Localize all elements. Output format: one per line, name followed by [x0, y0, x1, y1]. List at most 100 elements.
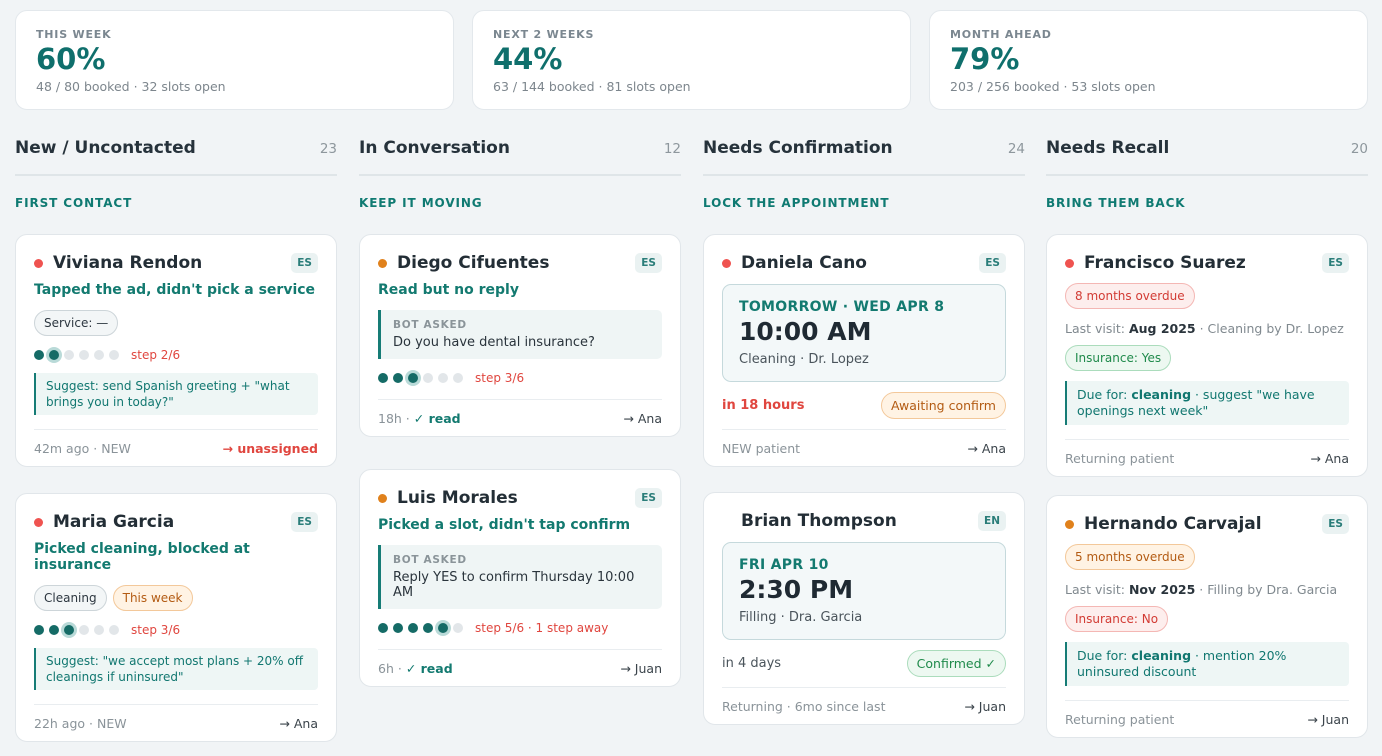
column-count: 23 [319, 141, 337, 157]
column-in-conversation: In Conversation 12 KEEP IT MOVING Diego … [359, 138, 681, 748]
suggestion: Suggest: send Spanish greeting + "what b… [34, 373, 318, 415]
due-service: cleaning [1131, 387, 1192, 402]
column-divider [359, 174, 681, 176]
card-footer: 22h ago · NEW → Ana [34, 704, 318, 741]
column-subtitle: KEEP IT MOVING [359, 196, 483, 210]
bot-question: Reply YES to confirm Thursday 10:00 AM [393, 570, 635, 600]
column-count: 12 [663, 141, 681, 157]
card-meta: Returning patient [1065, 711, 1175, 727]
last-visit-label: Last visit: [1065, 321, 1125, 336]
stat-label: THIS WEEK [36, 28, 112, 41]
step-dot [393, 373, 403, 383]
status-badge: Awaiting confirm [880, 392, 1006, 419]
column-header: Needs Recall 20 [1046, 138, 1368, 164]
step-dot [49, 625, 59, 635]
language-badge: ES [635, 253, 662, 273]
step-dot [79, 625, 89, 635]
assignee-link[interactable]: → Juan [1307, 711, 1349, 727]
column-count: 24 [1007, 141, 1025, 157]
step-dot [438, 373, 448, 383]
assignee-link[interactable]: → Ana [623, 410, 662, 426]
step-dot [64, 350, 74, 360]
priority-dot [722, 258, 731, 268]
due-detail: · suggest "we have openings next week" [1077, 387, 1315, 418]
due-label: Due for: [1077, 387, 1128, 402]
last-visit-detail: · Cleaning by Dr. Lopez [1195, 321, 1344, 336]
assignee-link[interactable]: → Ana [279, 715, 318, 731]
overdue-pill: 5 months overdue [1065, 544, 1195, 570]
step-progress: step 2/6 [34, 348, 318, 362]
language-badge: ES [1322, 514, 1349, 534]
appointment-box: FRI APR 10 2:30 PM Filling · Dra. Garcia [722, 542, 1006, 640]
assignee-link[interactable]: → unassigned [222, 440, 319, 456]
lead-card[interactable]: Francisco Suarez ES 8 months overdue Las… [1046, 234, 1368, 477]
lead-headline: Read but no reply [378, 282, 519, 298]
lead-card[interactable]: Daniela Cano ES TOMORROW · WED APR 8 10:… [703, 234, 1025, 467]
priority-dot [1065, 258, 1074, 268]
insurance-pill: Insurance: No [1065, 606, 1169, 632]
step-progress: step 5/6 · 1 step away [378, 621, 662, 635]
read-receipt: ✓ read [405, 660, 453, 676]
card-footer: Returning patient → Juan [1065, 700, 1349, 737]
language-badge: ES [291, 512, 318, 532]
card-meta: 6h · ✓ read [378, 661, 453, 676]
priority-dot [1065, 519, 1074, 529]
step-dot [64, 625, 74, 635]
assignee-link[interactable]: → Ana [1310, 450, 1349, 466]
card-footer: 42m ago · NEW → unassigned [34, 429, 318, 466]
language-badge: EN [978, 511, 1006, 531]
card-meta: 42m ago · NEW [34, 440, 131, 456]
stat-next-2-weeks: NEXT 2 WEEKS 44% 63 / 144 booked · 81 sl… [472, 10, 911, 110]
service-pill: Service: — [34, 310, 119, 336]
lead-headline: Picked cleaning, blocked at insurance [34, 541, 250, 573]
last-activity: 6h · [378, 660, 402, 676]
column-needs-confirmation: Needs Confirmation 24 LOCK THE APPOINTME… [703, 138, 1025, 748]
due-detail: · mention 20% uninsured discount [1077, 648, 1287, 679]
due-service: cleaning [1131, 648, 1192, 663]
lead-headline: Tapped the ad, didn't pick a service [34, 282, 316, 298]
column-header: New / Uncontacted 23 [15, 138, 337, 164]
lead-card[interactable]: Viviana Rendon ES Tapped the ad, didn't … [15, 234, 337, 467]
column-needs-recall: Needs Recall 20 BRING THEM BACK Francisc… [1046, 138, 1368, 748]
lead-card[interactable]: Hernando Carvajal ES 5 months overdue La… [1046, 495, 1368, 738]
step-dot [79, 350, 89, 360]
stat-sub: 63 / 144 booked · 81 slots open [493, 79, 691, 94]
assignee-link[interactable]: → Ana [967, 440, 1006, 456]
bot-asked-label: BOT ASKED [393, 319, 467, 331]
timing-pill: This week [112, 585, 193, 611]
card-meta: Returning patient [1065, 450, 1175, 466]
time-until: in 18 hours [722, 398, 805, 413]
lead-name: Luis Morales [397, 488, 518, 508]
last-visit-date: Aug 2025 [1128, 321, 1196, 336]
column-header: In Conversation 12 [359, 138, 681, 164]
step-dot [34, 625, 44, 635]
service-pill: Cleaning [34, 585, 107, 611]
step-dot [423, 373, 433, 383]
lead-name: Hernando Carvajal [1084, 514, 1262, 534]
column-title: Needs Confirmation [703, 138, 893, 158]
column-new-uncontacted: New / Uncontacted 23 FIRST CONTACT Vivia… [15, 138, 337, 748]
column-title: Needs Recall [1046, 138, 1170, 158]
card-meta: 18h · ✓ read [378, 411, 461, 426]
language-badge: ES [979, 253, 1006, 273]
lead-card[interactable]: Brian Thompson EN FRI APR 10 2:30 PM Fil… [703, 492, 1025, 725]
stat-value: 44% [493, 42, 563, 76]
lead-card[interactable]: Diego Cifuentes ES Read but no reply BOT… [359, 234, 681, 437]
bot-asked-label: BOT ASKED [393, 554, 467, 566]
last-activity: 18h · [378, 410, 410, 426]
priority-dot [378, 258, 387, 268]
language-badge: ES [291, 253, 318, 273]
column-divider [1046, 174, 1368, 176]
lead-name: Brian Thompson [741, 511, 897, 531]
due-for: Due for: cleaning · mention 20% uninsure… [1065, 642, 1349, 686]
card-footer: 6h · ✓ read → Juan [378, 649, 662, 686]
step-dot [423, 623, 433, 633]
assignee-link[interactable]: → Juan [964, 698, 1006, 714]
assignee-link[interactable]: → Juan [620, 660, 662, 676]
lead-card[interactable]: Luis Morales ES Picked a slot, didn't ta… [359, 469, 681, 687]
lead-card[interactable]: Maria Garcia ES Picked cleaning, blocked… [15, 493, 337, 742]
step-dot [438, 623, 448, 633]
time-until: in 4 days [722, 656, 782, 671]
insurance-pill: Insurance: Yes [1065, 345, 1172, 371]
overdue-pill: 8 months overdue [1065, 283, 1195, 309]
